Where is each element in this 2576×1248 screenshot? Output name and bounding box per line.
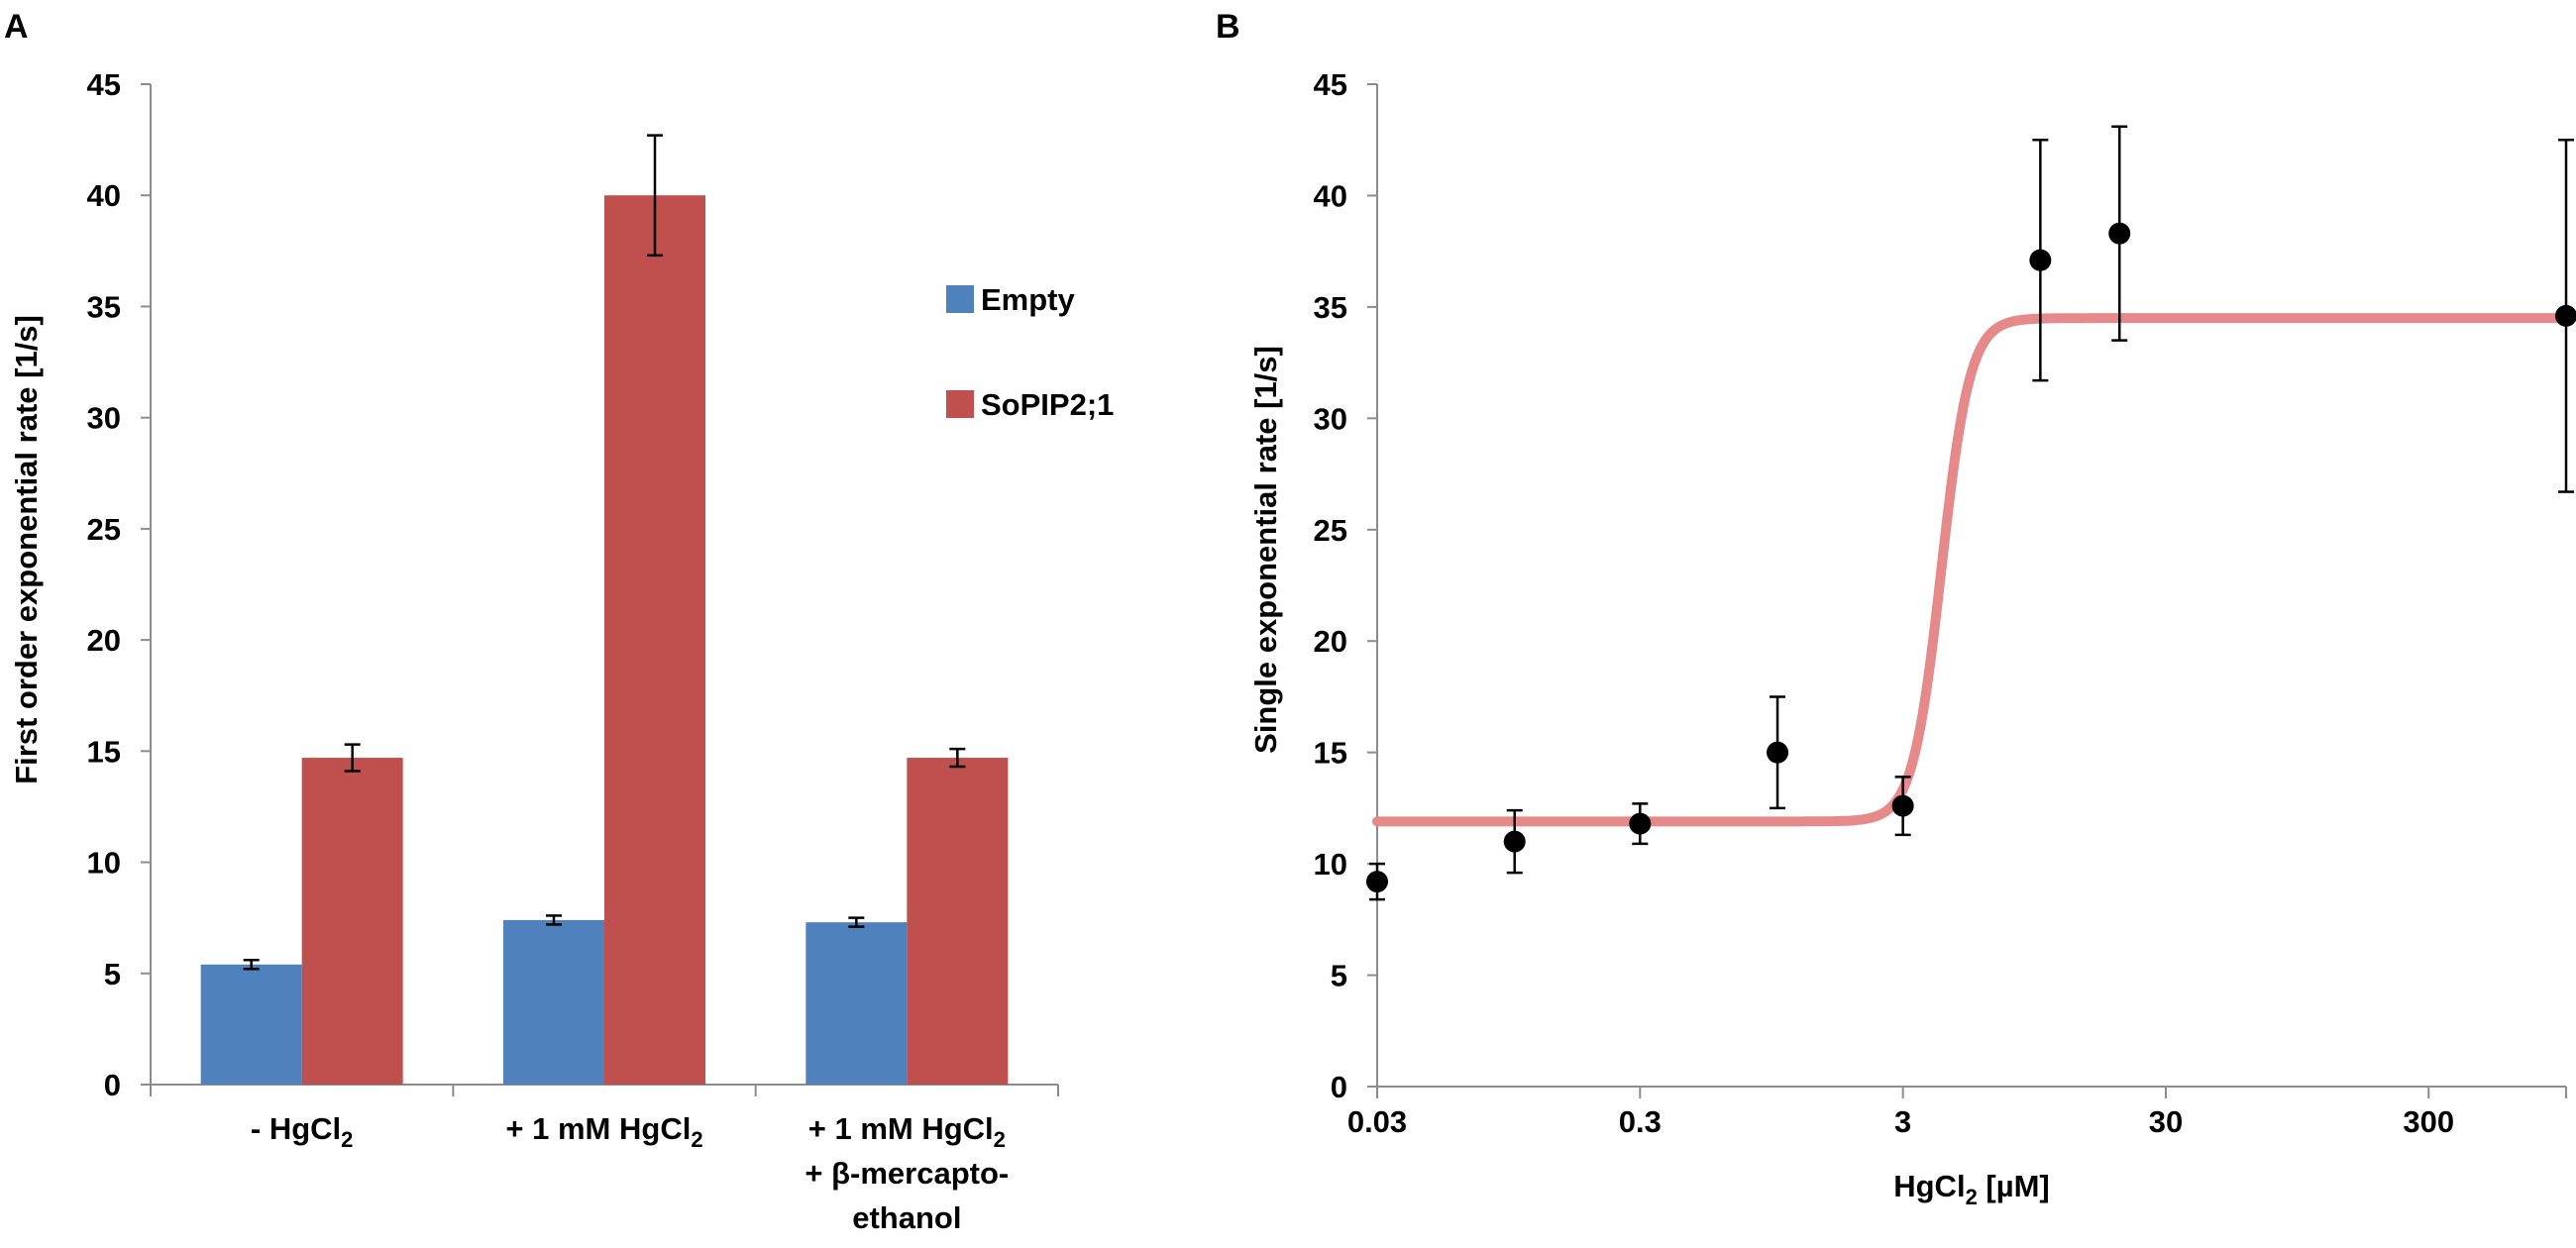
y-tick-label: 20 <box>87 623 121 658</box>
bar-empty <box>805 922 908 1085</box>
y-tick-label: 45 <box>1314 67 1347 102</box>
panel-a-legend: Empty SoPIP2;1 <box>946 282 1114 422</box>
panel-a-y-axis-title: First order exponential rate [1/s] <box>9 315 44 784</box>
legend-swatch-empty <box>946 285 974 313</box>
fit-curve <box>1372 313 2571 827</box>
y-tick-label: 25 <box>87 512 121 547</box>
y-tick-label: 15 <box>87 734 121 769</box>
panel-b-axes: 0 5 10 15 20 25 30 35 40 45 0.03 0.3 3 30 300 <box>1314 67 2567 1139</box>
data-point <box>2108 222 2131 245</box>
category-label: ethanol <box>852 1200 961 1235</box>
legend-label-sopip2-1: SoPIP2;1 <box>981 387 1114 422</box>
y-tick-label: 5 <box>1331 959 1347 993</box>
y-tick-label: 45 <box>87 67 121 102</box>
x-tick-label: 0.03 <box>1347 1104 1407 1139</box>
data-point <box>1767 741 1789 764</box>
bar-sopip2-1 <box>301 758 403 1085</box>
data-point <box>1891 794 1914 817</box>
y-tick-label: 0 <box>104 1068 121 1102</box>
panel-a-category-labels: - HgCl2 + 1 mM HgCl2 + 1 mM HgCl2 + β-merca… <box>251 1111 1009 1235</box>
y-tick-label: 30 <box>87 401 121 436</box>
y-tick-label: 20 <box>1314 624 1347 659</box>
x-tick-label: 30 <box>2149 1104 2183 1139</box>
x-tick-label: 0.3 <box>1619 1104 1662 1139</box>
bar-sopip2-1 <box>604 195 705 1085</box>
panel-a: A 0 5 10 15 20 25 30 35 40 45 - HgCl2 + 1 mM HgCl2… <box>4 8 1114 1235</box>
panel-a-axes: 0 5 10 15 20 25 30 35 40 45 <box>87 67 1059 1102</box>
y-tick-label: 15 <box>1314 736 1347 771</box>
y-tick-label: 35 <box>87 289 121 324</box>
y-tick-label: 35 <box>1314 290 1347 325</box>
category-label: - HgCl2 <box>251 1111 354 1152</box>
y-tick-label: 40 <box>87 178 121 213</box>
y-tick-label: 10 <box>87 846 121 881</box>
y-tick-label: 30 <box>1314 401 1347 436</box>
legend-swatch-sopip2-1 <box>946 390 974 418</box>
panel-b-y-axis-title: Single exponential rate [1/s] <box>1248 346 1283 754</box>
legend-label-empty: Empty <box>981 282 1076 317</box>
category-label: + 1 mM HgCl2 <box>808 1111 1006 1152</box>
data-point <box>1629 812 1652 835</box>
data-point <box>2555 304 2576 327</box>
panel-b-fit-curve <box>1372 313 2571 827</box>
bar-empty <box>200 964 302 1085</box>
x-tick-label: 3 <box>1894 1104 1911 1139</box>
bar-sopip2-1 <box>907 758 1009 1085</box>
panel-a-label: A <box>4 8 29 46</box>
category-label: + β-mercapto- <box>805 1156 1009 1191</box>
x-tick-label: 300 <box>2403 1104 2454 1139</box>
data-point <box>1366 871 1388 893</box>
bar-empty <box>503 919 604 1085</box>
y-tick-label: 40 <box>1314 178 1347 213</box>
y-tick-label: 25 <box>1314 513 1347 548</box>
data-point <box>1503 830 1526 853</box>
panel-b-x-axis-title: HgCl2 [µM] <box>1893 1169 2050 1209</box>
panel-a-bars <box>200 134 1009 1085</box>
category-label: + 1 mM HgCl2 <box>505 1111 702 1152</box>
y-tick-label: 10 <box>1314 847 1347 882</box>
panel-b-points <box>1366 125 2576 901</box>
panel-b-label: B <box>1216 8 1240 46</box>
y-tick-label: 5 <box>104 957 121 991</box>
data-point <box>2029 249 2052 271</box>
y-tick-label: 0 <box>1331 1070 1347 1104</box>
panel-b: B 0 5 10 15 20 25 30 35 40 45 0.03 0.3 3 30 300 Single… <box>1216 8 2576 1209</box>
